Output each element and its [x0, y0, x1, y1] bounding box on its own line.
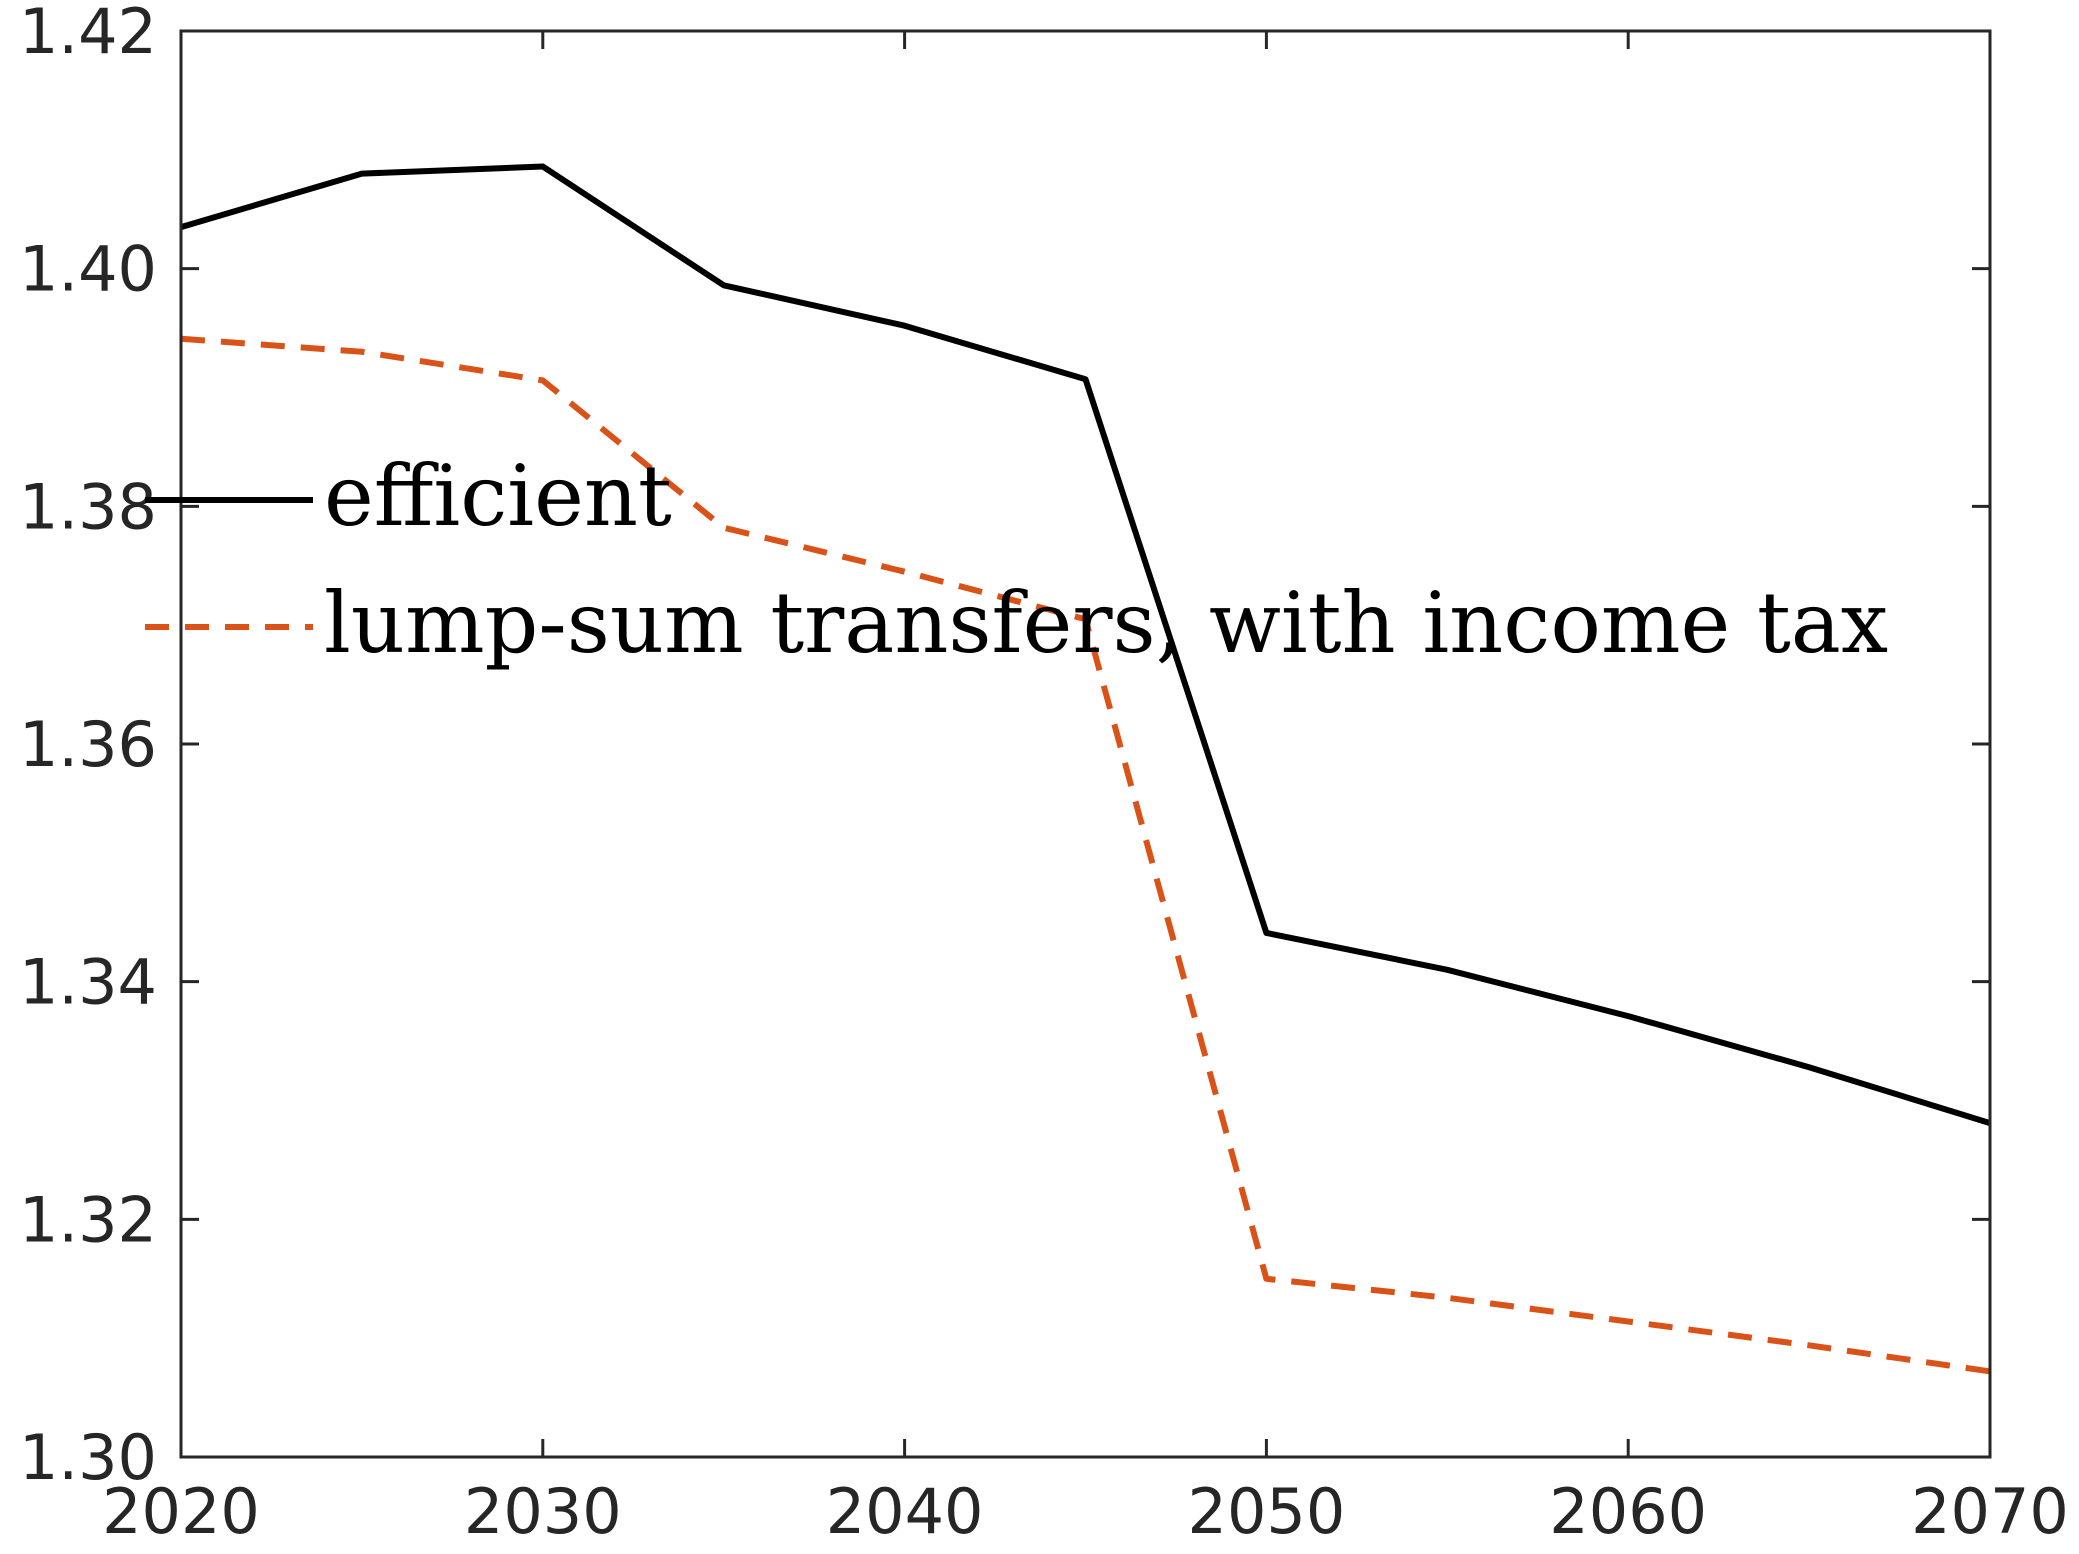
x-tick-label: 2040	[826, 1475, 984, 1548]
legend-label-1: lump-sum transfers, with income tax	[324, 574, 1888, 672]
axis-ticks	[179, 29, 1992, 1459]
series-line-efficient	[180, 163, 1991, 1126]
series-layer	[180, 163, 1991, 1375]
x-axis-tick-labels: 2020 2030 2040 2050 2060 2070	[102, 1475, 2069, 1548]
x-tick-label: 2050	[1188, 1475, 1346, 1548]
y-tick-label: 1.38	[19, 470, 157, 543]
y-tick-label: 1.34	[19, 946, 157, 1019]
y-tick-label: 1.40	[19, 233, 157, 306]
y-axis-tick-labels: 1.30 1.32 1.34 1.36 1.38 1.40 1.42	[19, 0, 157, 1494]
y-tick-label: 1.30	[19, 1421, 157, 1494]
series-line-lump-sum-transfers	[180, 335, 1991, 1375]
y-tick-label: 1.32	[19, 1183, 157, 1256]
x-tick-label: 2060	[1549, 1475, 1707, 1548]
legend-label-0: efficient	[324, 447, 672, 545]
y-tick-label: 1.36	[19, 708, 157, 781]
x-tick-label: 2020	[102, 1475, 260, 1548]
plot-area-frame	[179, 29, 1992, 1459]
y-tick-label: 1.42	[19, 0, 157, 68]
x-tick-label: 2030	[464, 1475, 622, 1548]
legend: efficient lump-sum transfers, with income…	[145, 447, 1888, 672]
x-tick-label: 2070	[1911, 1475, 2069, 1548]
